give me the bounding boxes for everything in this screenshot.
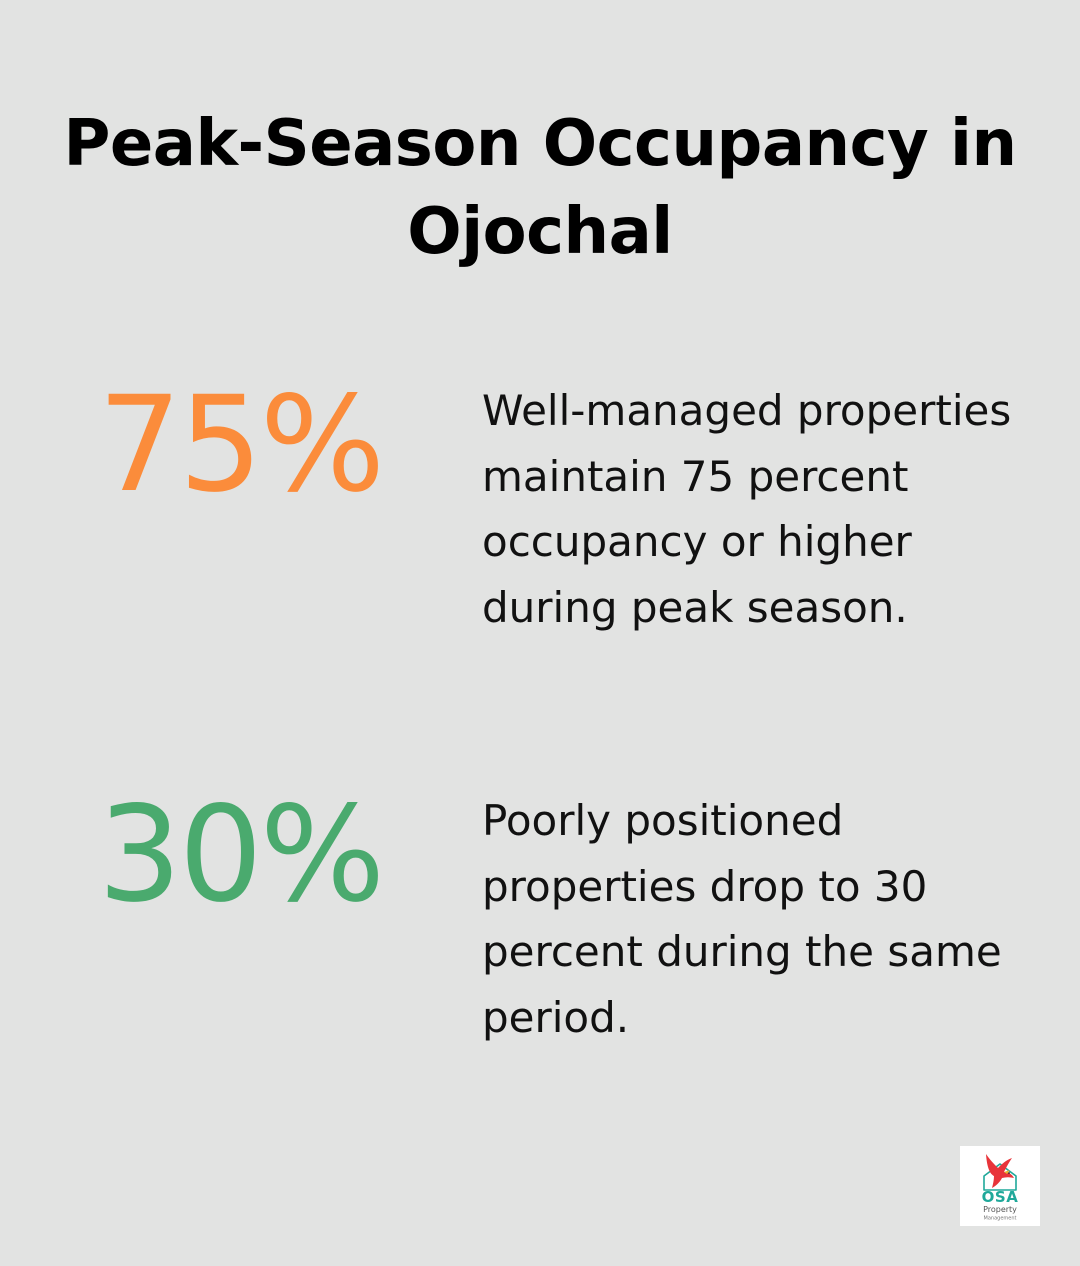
- svg-text:Management: Management: [984, 1216, 1017, 1222]
- red-bird-icon: OSA Property Management: [982, 1154, 1019, 1222]
- osa-logo: OSA Property Management: [960, 1146, 1040, 1226]
- stat-description-poorly-positioned: Poorly positioned properties drop to 30 …: [482, 796, 1002, 1042]
- svg-text:OSA: OSA: [982, 1188, 1019, 1206]
- stat-value-75-percent: 75%: [97, 368, 385, 522]
- page-title: Peak-Season Occupancy in Ojochal: [63, 107, 1017, 269]
- svg-text:Property: Property: [983, 1205, 1017, 1214]
- stat-value-30-percent: 30%: [97, 778, 385, 932]
- stat-description-well-managed: Well-managed properties maintain 75 perc…: [482, 386, 1012, 632]
